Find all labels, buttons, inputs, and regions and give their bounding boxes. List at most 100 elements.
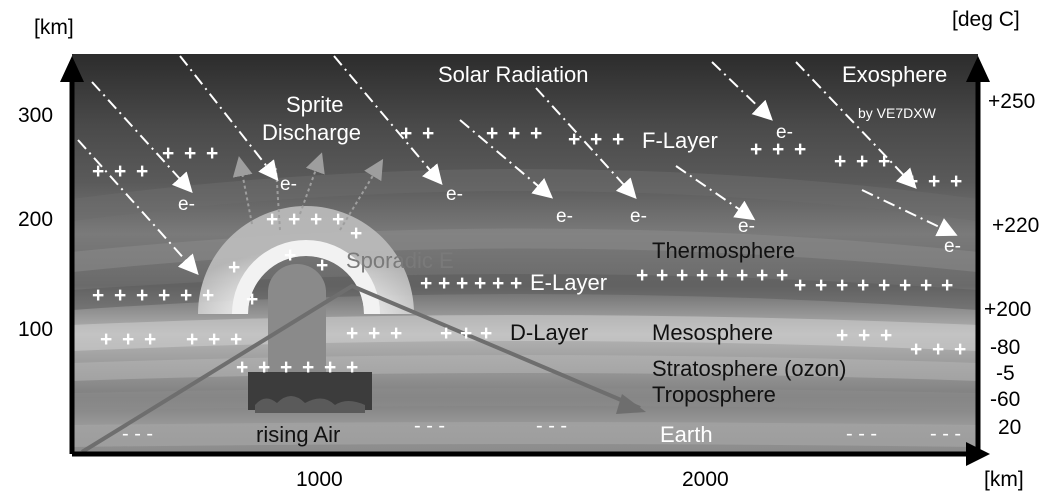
y-tick-200: 200 [18,208,53,231]
ion-plus: + [92,160,104,183]
ion-plus: + [756,264,768,287]
ion-plus: + [346,322,358,345]
ion-plus: + [590,128,602,151]
ion-plus: + [836,274,848,297]
ion-plus: + [324,356,336,379]
ion-plus: + [186,328,198,351]
ground-dashes: - - - [930,423,961,445]
ion-plus: + [280,356,292,379]
ion-plus: + [390,322,402,345]
electron: e- [776,122,793,143]
ion-plus: + [180,284,192,307]
f-layer-label: F-Layer [642,128,718,153]
ion-plus: + [815,274,827,297]
ion-plus: + [910,338,922,361]
ion-plus: + [230,328,242,351]
electron: e- [556,206,573,227]
ion-symbols: + + + + + + + + + + + + + + + + + + + + + + + + + + + + + + + + + + + + + + + +… [92,122,966,445]
earth-label: Earth [660,422,713,447]
ground-dashes: - - - [536,415,567,437]
ion-plus: + [284,244,296,267]
ion-plus: + [950,170,962,193]
ion-plus: + [530,122,542,145]
ion-plus: + [492,272,504,295]
ion-plus: + [510,272,522,295]
ion-plus: + [368,322,380,345]
ion-plus: + [438,272,450,295]
electron: e- [944,236,961,257]
ion-plus: + [460,322,472,345]
ion-plus: + [136,160,148,183]
temp-tick-minus80: -80 [990,336,1020,359]
ion-plus: + [136,284,148,307]
electron: e- [630,206,647,227]
sprite-discharge-arrows [232,152,384,231]
ion-plus: + [656,264,668,287]
temp-tick-200: +200 [984,298,1031,321]
thundercloud [248,264,372,413]
region-labels: Solar Radiation Exosphere by VE7DXW Spri… [256,62,947,447]
solar-radiation-arrows [77,55,958,275]
ground-dashes: - - - [846,423,877,445]
axes [60,56,990,466]
ion-plus: + [310,208,322,231]
ion-plus: + [772,138,784,161]
ion-plus: + [716,264,728,287]
ion-plus: + [346,356,358,379]
ion-plus: + [100,328,112,351]
rising-air-label: rising Air [256,422,340,447]
electron: e- [738,216,755,237]
ion-plus: + [184,142,196,165]
ion-plus: + [858,324,870,347]
y-tick-100: 100 [18,318,53,341]
ion-plus: + [856,150,868,173]
ion-plus: + [228,256,240,279]
ground-dashes: - - - [122,423,153,445]
ion-plus: + [568,128,580,151]
e-layer-label: E-Layer [530,270,607,295]
ion-plus: + [920,274,932,297]
ion-plus: + [332,208,344,231]
ion-plus: + [834,150,846,173]
ion-plus: + [906,170,918,193]
ion-plus: + [480,322,492,345]
ion-plus: + [736,264,748,287]
y-axis-unit-left: [km] [34,16,74,39]
d-layer-label: D-Layer [510,320,588,345]
sporadic-e-label: Sporadic E [346,248,454,273]
y-tick-300: 300 [18,104,53,127]
ion-plus: + [486,122,498,145]
ion-plus: + [941,274,953,297]
ion-plus: + [236,356,248,379]
ion-plus: + [302,356,314,379]
temp-tick-220: +220 [992,214,1039,237]
ion-plus: + [400,122,412,145]
y-axis-unit-right: [deg C] [952,8,1020,31]
ion-plus: + [122,328,134,351]
temp-tick-minus60: -60 [990,388,1020,411]
ion-plus: + [162,142,174,165]
ion-plus: + [474,272,486,295]
ion-plus: + [422,122,434,145]
ion-plus: + [208,328,220,351]
thermosphere-label: Thermosphere [652,238,795,263]
x-axis-unit: [km] [984,468,1024,491]
ion-plus: + [266,208,278,231]
propagation-path-arrow [80,283,646,454]
ion-plus: + [92,284,104,307]
exosphere-label: Exosphere [842,62,947,87]
electron: e- [178,194,195,215]
ion-plus: + [508,122,520,145]
axis-labels: [km] [deg C] [km] 300 200 100 1000 2000 … [18,8,1039,491]
ion-plus: + [246,288,258,311]
ion-plus: + [258,356,270,379]
ion-plus: + [899,274,911,297]
electron: e- [280,174,297,195]
ion-plus: + [676,264,688,287]
mesosphere-label: Mesosphere [652,320,773,345]
ion-plus: + [440,322,452,345]
temp-tick-20: 20 [998,416,1021,439]
ground-dashes: - - - [414,415,445,437]
ion-plus: + [794,274,806,297]
